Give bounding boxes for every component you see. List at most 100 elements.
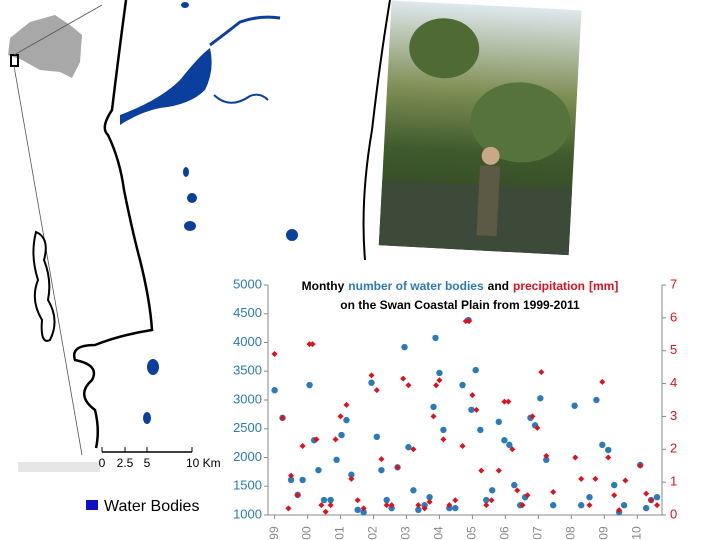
point xyxy=(415,506,422,514)
point xyxy=(400,375,407,382)
point xyxy=(430,413,437,420)
point xyxy=(421,505,428,512)
point xyxy=(466,318,473,325)
point xyxy=(446,502,453,509)
point xyxy=(501,437,508,444)
point xyxy=(472,366,479,374)
point xyxy=(572,454,579,461)
point xyxy=(478,467,485,474)
point xyxy=(426,498,433,505)
point xyxy=(620,502,628,509)
point xyxy=(586,493,593,501)
coastline xyxy=(72,0,154,449)
point xyxy=(483,496,490,504)
point xyxy=(271,351,278,357)
point xyxy=(648,497,655,504)
scale-background xyxy=(18,462,100,472)
y2-tick-label: 1 xyxy=(670,474,677,489)
x-tick-label: 07 xyxy=(531,526,545,540)
point xyxy=(440,436,447,443)
y-tick-label: 2500 xyxy=(233,420,262,435)
point xyxy=(488,497,495,504)
water-body xyxy=(143,412,151,424)
y-tick-label: 5000 xyxy=(233,276,262,291)
point xyxy=(534,424,541,431)
point xyxy=(489,487,496,494)
point xyxy=(426,493,433,501)
x-tick-label: 00 xyxy=(300,526,314,540)
point xyxy=(469,392,476,399)
point xyxy=(315,466,322,474)
legend-label: Water Bodies xyxy=(104,498,199,515)
point xyxy=(549,502,557,509)
point xyxy=(599,441,606,449)
point xyxy=(537,395,544,402)
point xyxy=(511,481,518,489)
point xyxy=(368,379,375,386)
x-tick-label: 09 xyxy=(596,526,610,540)
river xyxy=(209,15,281,47)
title-part: and xyxy=(488,279,509,293)
point xyxy=(405,382,412,389)
x-tick-label: 04 xyxy=(432,526,446,540)
point xyxy=(354,497,361,504)
point xyxy=(299,476,306,484)
point xyxy=(550,489,557,495)
point xyxy=(506,441,513,449)
point xyxy=(348,471,355,478)
photo-person xyxy=(476,165,501,237)
y2-tick-label: 3 xyxy=(670,408,677,423)
point xyxy=(294,492,301,499)
y-tick-label: 2000 xyxy=(233,449,262,464)
point xyxy=(610,481,618,489)
y-tick-label: 4500 xyxy=(233,305,262,320)
point xyxy=(430,403,437,411)
scale-label: 0 xyxy=(99,456,106,470)
point xyxy=(593,396,600,404)
point xyxy=(468,406,475,413)
point xyxy=(436,369,443,377)
x-tick-label: 03 xyxy=(399,526,413,540)
point xyxy=(327,496,334,504)
point xyxy=(462,318,469,325)
point xyxy=(642,504,650,512)
point xyxy=(373,433,381,440)
y-tick-label: 3000 xyxy=(233,391,262,406)
point xyxy=(477,426,484,434)
chart-subtitle: on the Swan Coastal Plain from 1999-2011 xyxy=(340,298,580,312)
point xyxy=(637,462,644,469)
point xyxy=(360,505,367,512)
photo-person xyxy=(481,146,500,165)
point xyxy=(327,502,334,509)
point xyxy=(378,466,385,474)
point xyxy=(368,372,375,379)
point xyxy=(514,487,521,494)
title-part: number of water bodies xyxy=(348,279,484,293)
point xyxy=(505,398,512,405)
photo-tree xyxy=(470,82,571,163)
point xyxy=(452,504,459,512)
island xyxy=(32,230,56,342)
point xyxy=(337,413,344,420)
title-part: Monthy xyxy=(302,279,345,293)
point xyxy=(388,502,395,509)
point xyxy=(318,502,325,509)
point xyxy=(571,402,578,409)
point xyxy=(354,506,361,514)
point xyxy=(592,475,599,482)
photo xyxy=(378,0,582,256)
point xyxy=(394,464,401,471)
point xyxy=(332,436,339,443)
point xyxy=(421,502,428,509)
point xyxy=(410,487,417,494)
point xyxy=(378,456,385,463)
point xyxy=(586,502,593,509)
point xyxy=(605,454,612,461)
x-tick-label: 01 xyxy=(333,526,347,540)
x-tick-label: 02 xyxy=(366,526,380,540)
water-body xyxy=(181,2,189,8)
chart-title: Monthy number of water bodies and precipita… xyxy=(302,279,619,293)
point xyxy=(405,443,412,451)
point xyxy=(543,456,550,463)
